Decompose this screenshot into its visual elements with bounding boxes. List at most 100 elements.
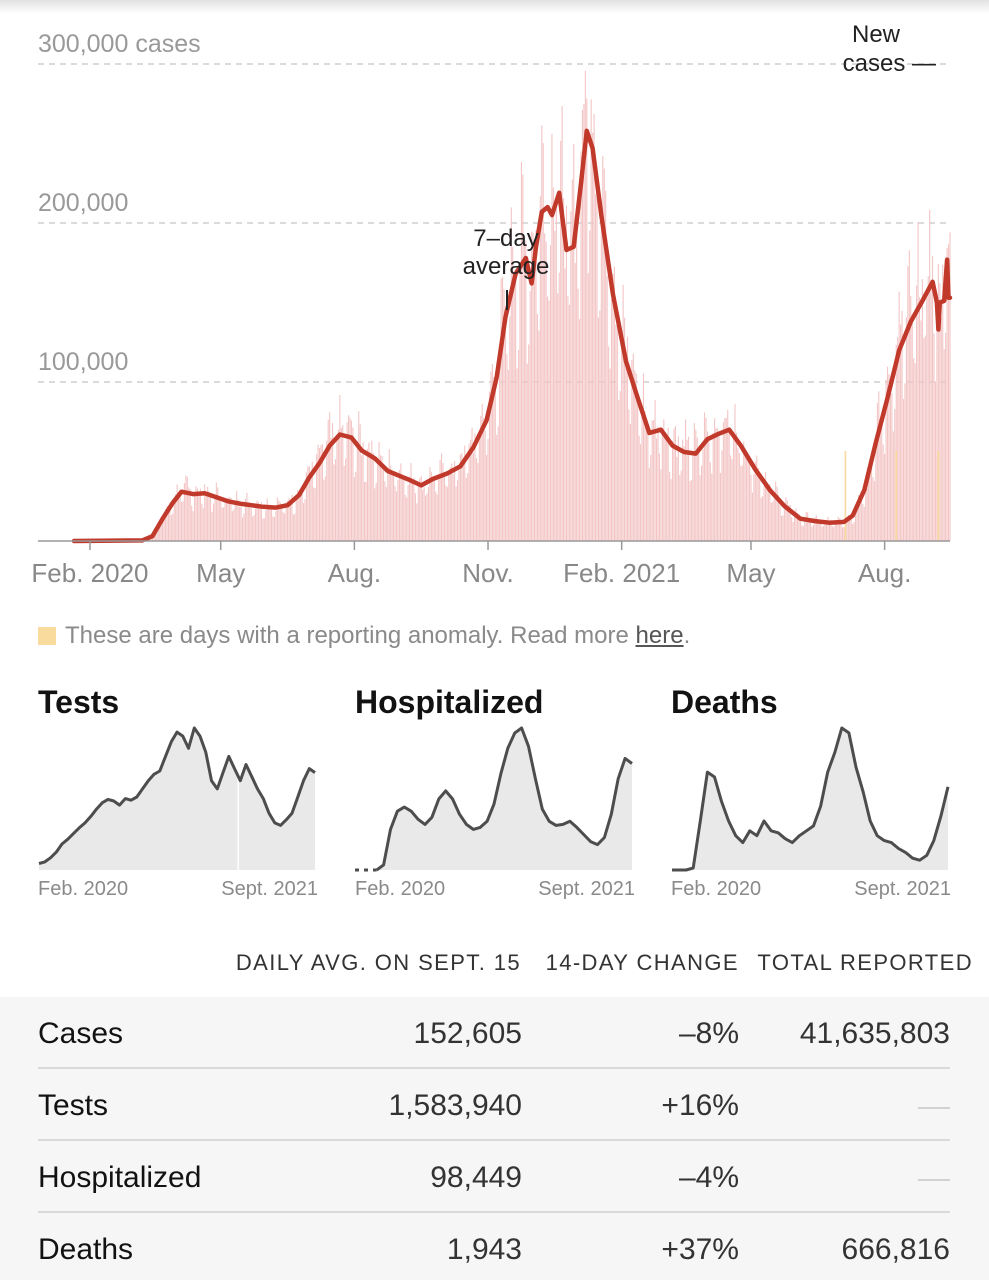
daily-bar	[625, 351, 626, 541]
daily-bar	[238, 500, 239, 541]
new-cases-annotation-line2: cases —	[843, 50, 936, 77]
col-header-total-reported: TOTAL REPORTED	[757, 950, 973, 976]
daily-bar	[435, 492, 436, 541]
daily-bar	[243, 514, 244, 541]
daily-bar	[833, 527, 834, 541]
daily-bar	[607, 276, 608, 541]
row-name: Cases	[38, 1017, 123, 1051]
daily-bar	[893, 431, 894, 541]
daily-bar	[546, 242, 547, 541]
daily-bar	[377, 465, 378, 541]
daily-bar	[933, 333, 934, 541]
daily-bar	[785, 497, 786, 541]
daily-bar	[360, 424, 361, 541]
daily-bar	[501, 278, 502, 541]
daily-bar	[249, 503, 250, 541]
daily-bar	[281, 506, 282, 541]
daily-bar	[766, 484, 767, 541]
daily-bar	[242, 518, 243, 541]
daily-bar	[653, 420, 654, 541]
daily-bar	[262, 518, 263, 541]
daily-bar	[187, 477, 188, 541]
daily-bar	[925, 336, 926, 541]
daily-bar	[743, 442, 744, 541]
daily-bar	[913, 358, 914, 541]
daily-bar	[255, 509, 256, 541]
daily-bar	[917, 222, 918, 541]
row-avg: 1,943	[447, 1233, 522, 1267]
daily-bar	[724, 418, 725, 541]
daily-bar	[335, 459, 336, 541]
daily-bar	[341, 428, 342, 541]
daily-bar	[864, 507, 865, 541]
daily-bar	[299, 493, 300, 541]
daily-bar	[894, 409, 895, 541]
x-tick-label: Aug.	[858, 558, 912, 588]
daily-bar	[637, 401, 638, 541]
daily-bar	[711, 474, 712, 541]
daily-bar	[252, 516, 253, 541]
daily-bar	[941, 317, 942, 541]
anomaly-note-link[interactable]: here	[636, 622, 684, 649]
daily-bar	[623, 285, 624, 541]
daily-bar	[210, 494, 211, 541]
daily-bar	[537, 314, 538, 541]
daily-bar	[419, 478, 420, 541]
daily-bar	[579, 319, 580, 541]
daily-bar	[477, 463, 478, 541]
daily-bar	[779, 505, 780, 541]
daily-bar	[409, 477, 410, 541]
daily-bar	[485, 431, 486, 541]
daily-bar	[849, 518, 850, 541]
anomaly-note-end: .	[684, 622, 691, 649]
daily-bar	[567, 296, 568, 541]
row-total-dash	[918, 1107, 950, 1109]
daily-bar	[570, 211, 571, 541]
daily-bar	[194, 494, 195, 541]
anomaly-bar	[895, 451, 897, 541]
daily-bar	[762, 496, 763, 541]
daily-bar	[811, 527, 812, 541]
daily-bar	[193, 511, 194, 541]
chart-avg-line	[74, 131, 950, 541]
daily-bar	[662, 430, 663, 541]
daily-bar	[890, 379, 891, 541]
daily-bar	[684, 446, 685, 541]
daily-bar	[610, 369, 611, 541]
deaths-x-start: Feb. 2020	[671, 878, 761, 901]
daily-bar	[923, 338, 924, 541]
daily-bar	[290, 506, 291, 541]
daily-bar	[191, 506, 192, 541]
anomaly-swatch	[38, 627, 56, 645]
daily-bar	[399, 470, 400, 541]
daily-bar	[903, 399, 904, 541]
daily-bar	[519, 266, 520, 541]
daily-bar	[628, 410, 629, 541]
daily-bar	[380, 455, 381, 541]
daily-bar	[775, 481, 776, 541]
daily-bar	[759, 480, 760, 541]
x-tick-label: May	[726, 558, 775, 588]
daily-bar	[753, 474, 754, 541]
daily-bar	[483, 418, 484, 541]
daily-bar	[493, 377, 494, 541]
daily-bar	[944, 349, 945, 541]
daily-bar	[277, 497, 278, 541]
daily-bar	[473, 453, 474, 541]
daily-bar	[704, 412, 705, 541]
avg-annotation-line2: average	[463, 253, 550, 280]
daily-bar	[284, 514, 285, 541]
daily-bar	[182, 501, 183, 541]
daily-bar	[396, 491, 397, 541]
daily-bar	[575, 263, 576, 541]
daily-bar	[801, 525, 802, 541]
daily-bar	[803, 526, 804, 541]
daily-bar	[617, 317, 618, 541]
daily-bar	[891, 393, 892, 541]
daily-bar	[467, 473, 468, 541]
daily-bar	[233, 510, 234, 541]
daily-bar	[197, 489, 198, 541]
daily-bar	[810, 521, 811, 541]
daily-bar	[413, 478, 414, 541]
daily-bar	[562, 106, 563, 541]
